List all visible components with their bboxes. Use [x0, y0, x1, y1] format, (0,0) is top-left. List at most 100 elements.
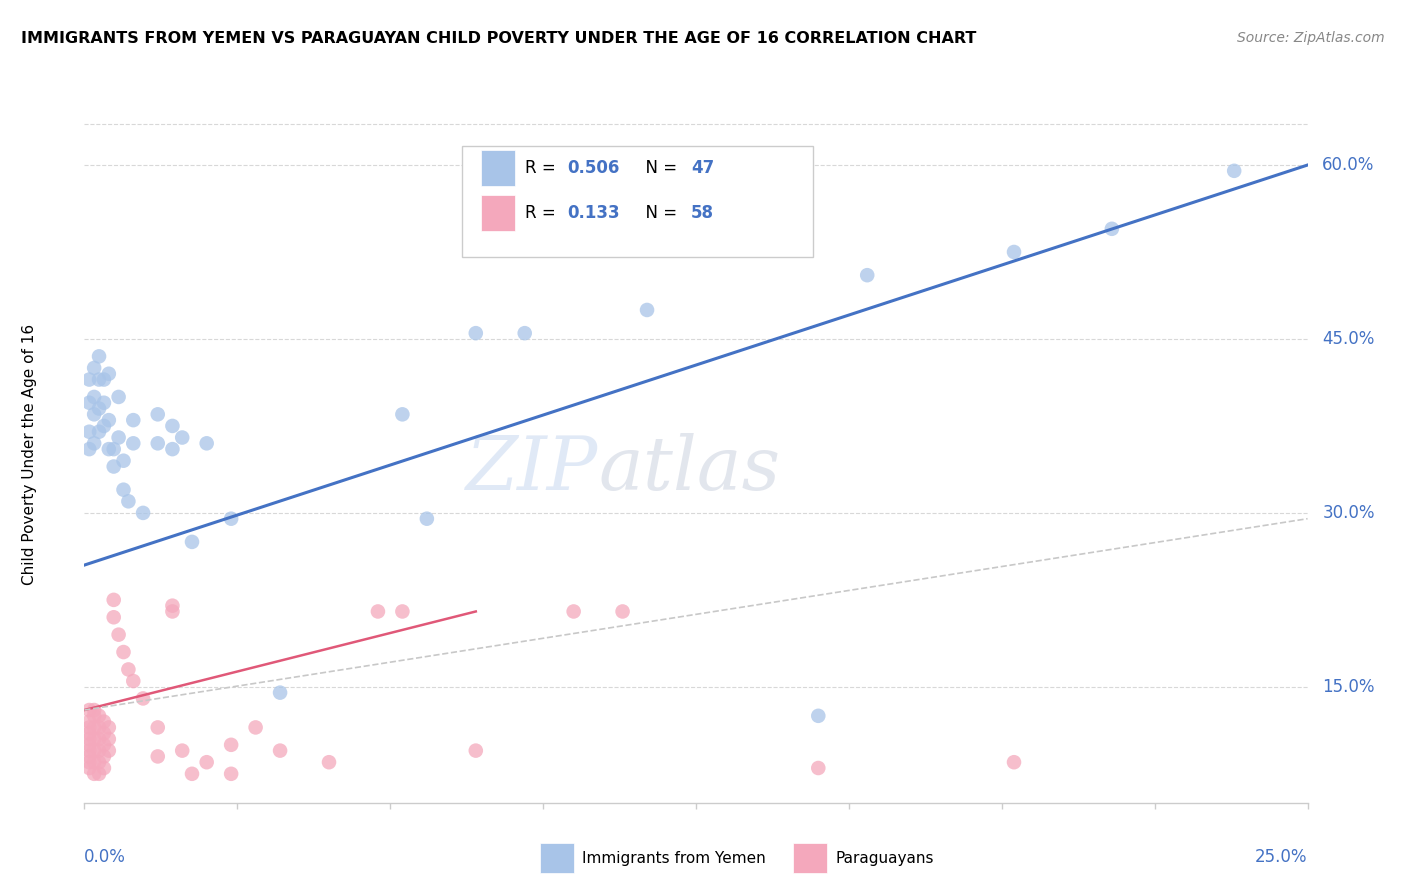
Point [162, 605, 184, 619]
Point [112, 645, 135, 659]
Point [636, 302, 658, 317]
Point [77, 731, 100, 746]
Text: 0.0%: 0.0% [84, 848, 127, 866]
Point [93, 726, 115, 740]
Point [117, 494, 139, 508]
Point [107, 430, 129, 444]
Text: 45.0%: 45.0% [1322, 330, 1375, 348]
Text: IMMIGRANTS FROM YEMEN VS PARAGUAYAN CHILD POVERTY UNDER THE AGE OF 16 CORRELATIO: IMMIGRANTS FROM YEMEN VS PARAGUAYAN CHIL… [21, 31, 976, 46]
Point [77, 714, 100, 729]
Point [87, 349, 110, 364]
Text: R =: R = [524, 160, 561, 178]
Point [77, 703, 100, 717]
Point [103, 442, 125, 456]
Text: Immigrants from Yemen: Immigrants from Yemen [582, 851, 766, 865]
Text: 0.506: 0.506 [567, 160, 620, 178]
Text: R =: R = [524, 204, 567, 222]
Point [807, 761, 830, 775]
Point [87, 755, 110, 769]
Point [122, 436, 145, 450]
Text: atlas: atlas [598, 433, 780, 505]
Point [83, 766, 105, 781]
Point [87, 766, 110, 781]
Point [562, 605, 585, 619]
Point [83, 436, 105, 450]
Point [83, 721, 105, 735]
Point [219, 511, 242, 525]
Point [146, 721, 169, 735]
Text: Child Poverty Under the Age of 16: Child Poverty Under the Age of 16 [22, 325, 37, 585]
Point [318, 755, 340, 769]
Point [93, 373, 115, 387]
Point [181, 766, 204, 781]
Point [77, 373, 100, 387]
Text: 30.0%: 30.0% [1322, 504, 1375, 522]
Point [513, 326, 536, 340]
Point [162, 599, 184, 613]
Point [172, 744, 194, 758]
Point [87, 731, 110, 746]
Point [93, 738, 115, 752]
Point [83, 744, 105, 758]
Point [93, 418, 115, 433]
Point [87, 373, 110, 387]
Point [77, 726, 100, 740]
Text: 25.0%: 25.0% [1256, 848, 1308, 866]
Point [77, 395, 100, 409]
Point [83, 703, 105, 717]
Point [93, 761, 115, 775]
Point [1223, 163, 1246, 178]
Point [612, 605, 634, 619]
Point [107, 390, 129, 404]
Point [416, 511, 439, 525]
Point [162, 418, 184, 433]
Point [77, 761, 100, 775]
Point [97, 413, 120, 427]
Text: 47: 47 [690, 160, 714, 178]
Point [77, 738, 100, 752]
Point [93, 395, 115, 409]
Point [87, 721, 110, 735]
Point [391, 407, 413, 421]
Point [1101, 221, 1123, 235]
Point [132, 506, 155, 520]
Point [807, 708, 830, 723]
Text: 15.0%: 15.0% [1322, 678, 1375, 696]
Point [367, 605, 389, 619]
Text: Source: ZipAtlas.com: Source: ZipAtlas.com [1237, 31, 1385, 45]
Point [162, 442, 184, 456]
Point [464, 326, 486, 340]
Point [77, 442, 100, 456]
Point [122, 413, 145, 427]
Point [112, 453, 135, 467]
Point [856, 268, 879, 282]
Point [87, 744, 110, 758]
Point [117, 662, 139, 676]
Text: Paraguayans: Paraguayans [835, 851, 934, 865]
Point [97, 721, 120, 735]
Point [87, 708, 110, 723]
Point [269, 685, 291, 699]
Point [97, 731, 120, 746]
Point [132, 691, 155, 706]
Text: 58: 58 [690, 204, 714, 222]
Point [77, 744, 100, 758]
Point [146, 407, 169, 421]
Point [83, 360, 105, 375]
Point [181, 534, 204, 549]
Point [195, 436, 218, 450]
Point [112, 483, 135, 497]
Point [77, 749, 100, 764]
Point [93, 749, 115, 764]
Point [464, 744, 486, 758]
Point [83, 708, 105, 723]
Point [219, 738, 242, 752]
Point [1002, 244, 1025, 259]
Point [172, 430, 194, 444]
Point [77, 721, 100, 735]
Point [146, 436, 169, 450]
Point [87, 401, 110, 416]
Point [83, 407, 105, 421]
Text: 0.133: 0.133 [567, 204, 620, 222]
Point [83, 390, 105, 404]
